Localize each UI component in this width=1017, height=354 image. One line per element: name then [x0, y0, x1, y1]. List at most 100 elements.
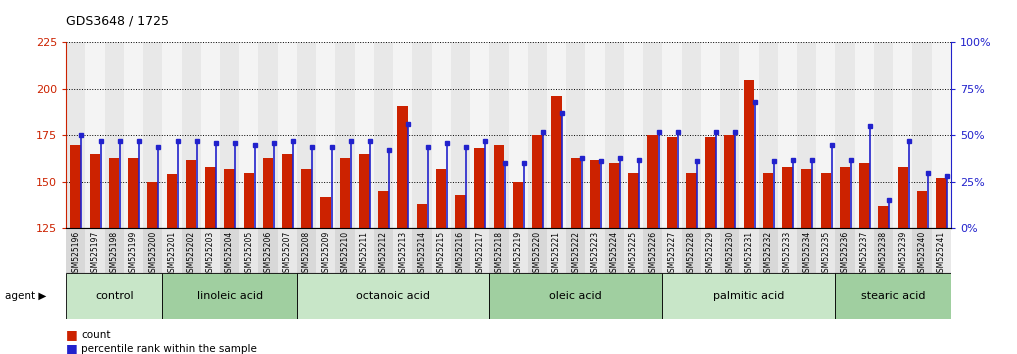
Bar: [297, 42, 316, 228]
Bar: [181, 228, 200, 273]
Text: GSM525208: GSM525208: [302, 230, 311, 277]
Text: GSM525203: GSM525203: [205, 230, 215, 277]
Bar: [685, 173, 697, 228]
Bar: [336, 228, 355, 273]
Bar: [623, 42, 643, 228]
Bar: [701, 228, 720, 273]
Text: GSM525200: GSM525200: [148, 230, 158, 277]
Bar: [916, 191, 928, 228]
Bar: [489, 273, 662, 319]
Text: GSM525230: GSM525230: [725, 230, 734, 277]
Bar: [297, 273, 489, 319]
Text: GSM525224: GSM525224: [610, 230, 618, 277]
Bar: [493, 145, 504, 228]
Bar: [724, 136, 735, 228]
Text: GSM525239: GSM525239: [898, 230, 907, 277]
Bar: [551, 96, 561, 228]
Bar: [316, 228, 336, 273]
Text: GSM525197: GSM525197: [91, 230, 100, 277]
Bar: [893, 42, 912, 228]
Bar: [163, 273, 297, 319]
Bar: [316, 42, 336, 228]
Bar: [239, 42, 258, 228]
Bar: [431, 228, 451, 273]
Bar: [854, 42, 874, 228]
Text: GSM525202: GSM525202: [187, 230, 195, 277]
Text: GSM525220: GSM525220: [533, 230, 542, 277]
Bar: [797, 228, 817, 273]
Bar: [436, 169, 446, 228]
Bar: [720, 42, 739, 228]
Text: agent ▶: agent ▶: [5, 291, 47, 301]
Bar: [893, 228, 912, 273]
Bar: [898, 167, 908, 228]
Bar: [836, 42, 854, 228]
Bar: [629, 173, 639, 228]
Text: ■: ■: [66, 342, 78, 354]
Bar: [932, 42, 951, 228]
Bar: [874, 42, 893, 228]
Bar: [278, 228, 297, 273]
Bar: [456, 195, 466, 228]
Bar: [66, 228, 85, 273]
Bar: [451, 42, 470, 228]
Bar: [801, 169, 812, 228]
Text: GSM525218: GSM525218: [494, 230, 503, 276]
Bar: [489, 42, 508, 228]
Bar: [648, 136, 658, 228]
Bar: [143, 228, 163, 273]
Bar: [817, 228, 836, 273]
Text: GSM525226: GSM525226: [648, 230, 657, 277]
Bar: [778, 42, 797, 228]
Bar: [874, 228, 893, 273]
Bar: [70, 145, 81, 228]
Bar: [782, 167, 792, 228]
Bar: [528, 228, 547, 273]
Bar: [739, 42, 759, 228]
Bar: [355, 42, 374, 228]
Bar: [374, 42, 394, 228]
Text: GSM525205: GSM525205: [244, 230, 253, 277]
Bar: [470, 42, 489, 228]
Bar: [394, 228, 412, 273]
Bar: [451, 228, 470, 273]
Bar: [571, 158, 581, 228]
Bar: [417, 204, 427, 228]
Bar: [336, 42, 355, 228]
Bar: [936, 178, 947, 228]
Text: GSM525204: GSM525204: [225, 230, 234, 277]
Bar: [186, 160, 196, 228]
Bar: [489, 228, 508, 273]
Bar: [109, 158, 119, 228]
Bar: [163, 228, 181, 273]
Bar: [854, 228, 874, 273]
Text: GSM525207: GSM525207: [283, 230, 292, 277]
Bar: [225, 169, 235, 228]
Text: percentile rank within the sample: percentile rank within the sample: [81, 344, 257, 354]
Bar: [763, 173, 774, 228]
Text: palmitic acid: palmitic acid: [713, 291, 785, 301]
Text: GSM525234: GSM525234: [802, 230, 812, 277]
Bar: [85, 42, 105, 228]
Text: GSM525215: GSM525215: [436, 230, 445, 277]
Bar: [374, 228, 394, 273]
Bar: [474, 148, 485, 228]
Bar: [239, 228, 258, 273]
Bar: [778, 228, 797, 273]
Text: control: control: [95, 291, 133, 301]
Bar: [105, 42, 124, 228]
Bar: [759, 228, 778, 273]
Bar: [278, 42, 297, 228]
Text: GSM525209: GSM525209: [321, 230, 331, 277]
Text: GSM525223: GSM525223: [591, 230, 600, 277]
Bar: [586, 228, 605, 273]
Bar: [200, 228, 220, 273]
Bar: [355, 228, 374, 273]
Text: GSM525229: GSM525229: [706, 230, 715, 277]
Bar: [320, 197, 332, 228]
Text: GSM525231: GSM525231: [744, 230, 754, 277]
Bar: [243, 173, 254, 228]
Bar: [528, 42, 547, 228]
Bar: [566, 228, 586, 273]
Bar: [590, 160, 600, 228]
